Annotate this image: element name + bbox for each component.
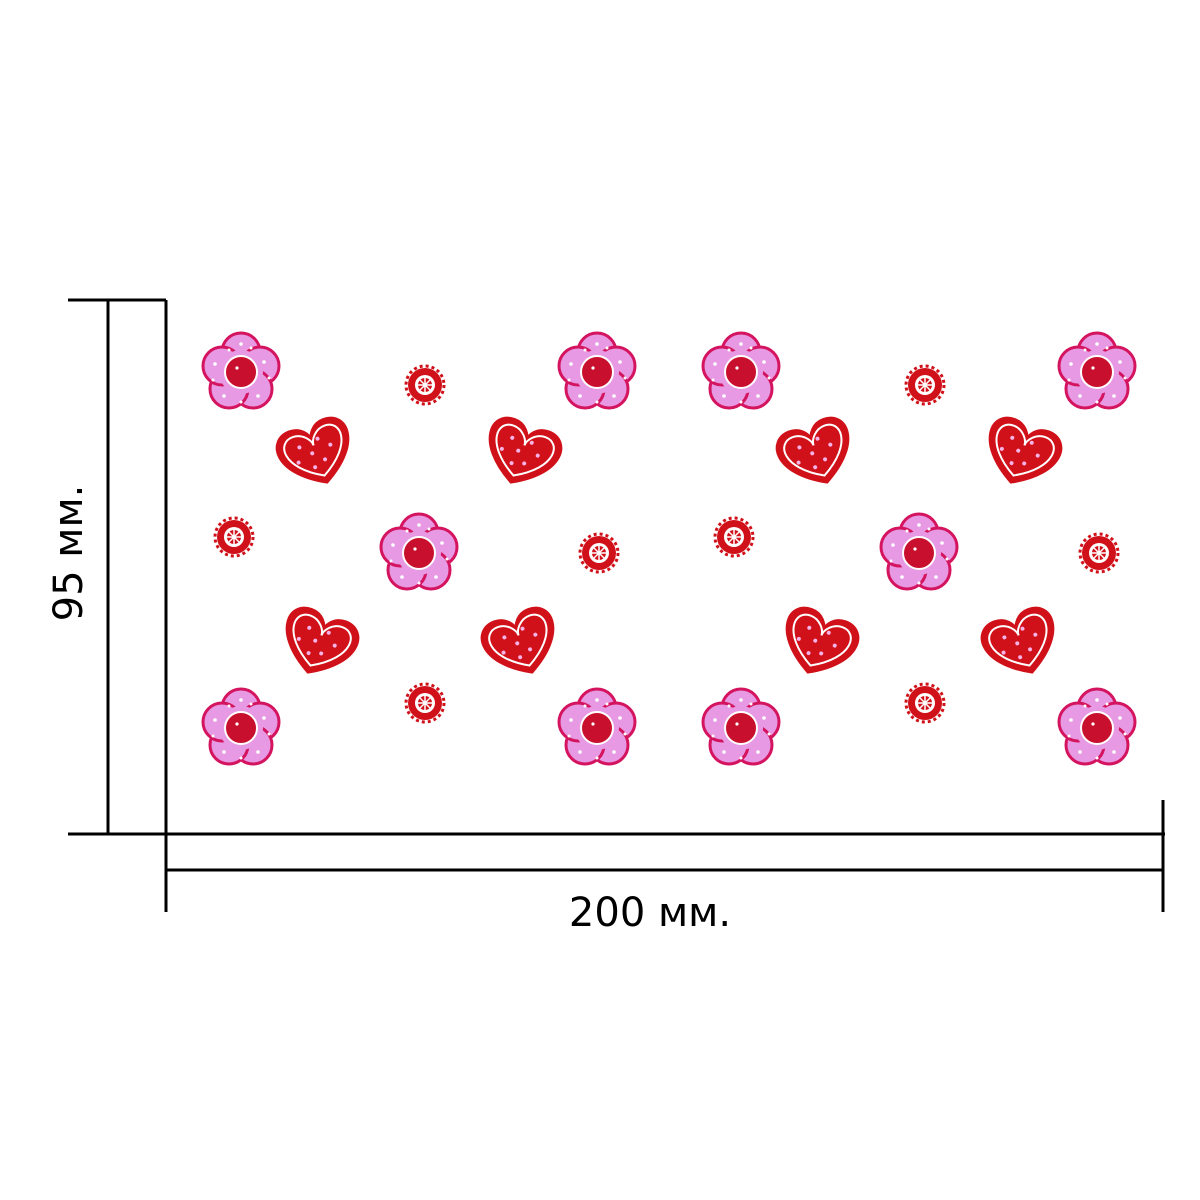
pink-flower-motif <box>701 687 781 766</box>
red-heart-motif <box>272 601 365 686</box>
pink-flower-motif <box>557 331 637 410</box>
small-red-flower-motif <box>404 682 446 724</box>
small-red-flower-motif <box>713 516 755 558</box>
red-heart-motif <box>270 411 363 496</box>
red-heart-motif <box>475 411 568 496</box>
small-red-flower-motif <box>213 516 255 558</box>
red-heart-motif <box>770 411 863 496</box>
sticker-pattern <box>201 331 1137 766</box>
pink-flower-motif <box>701 331 781 410</box>
dimension-lines <box>68 298 1165 912</box>
height-dimension-label: 95 мм. <box>46 485 92 622</box>
pink-flower-motif <box>201 687 281 766</box>
pink-flower-motif <box>201 331 281 410</box>
small-red-flower-motif <box>1078 532 1120 574</box>
small-red-flower-motif <box>404 364 446 406</box>
red-heart-motif <box>475 601 568 686</box>
small-red-flower-motif <box>578 532 620 574</box>
pink-flower-motif <box>1057 687 1137 766</box>
small-red-flower-motif <box>904 364 946 406</box>
pink-flower-motif <box>1057 331 1137 410</box>
red-heart-motif <box>772 601 865 686</box>
pink-flower-motif <box>879 512 959 591</box>
pink-flower-motif <box>557 687 637 766</box>
red-heart-motif <box>975 411 1068 496</box>
red-heart-motif <box>975 601 1068 686</box>
pink-flower-motif <box>379 512 459 591</box>
small-red-flower-motif <box>904 682 946 724</box>
width-dimension-label: 200 мм. <box>569 890 731 936</box>
